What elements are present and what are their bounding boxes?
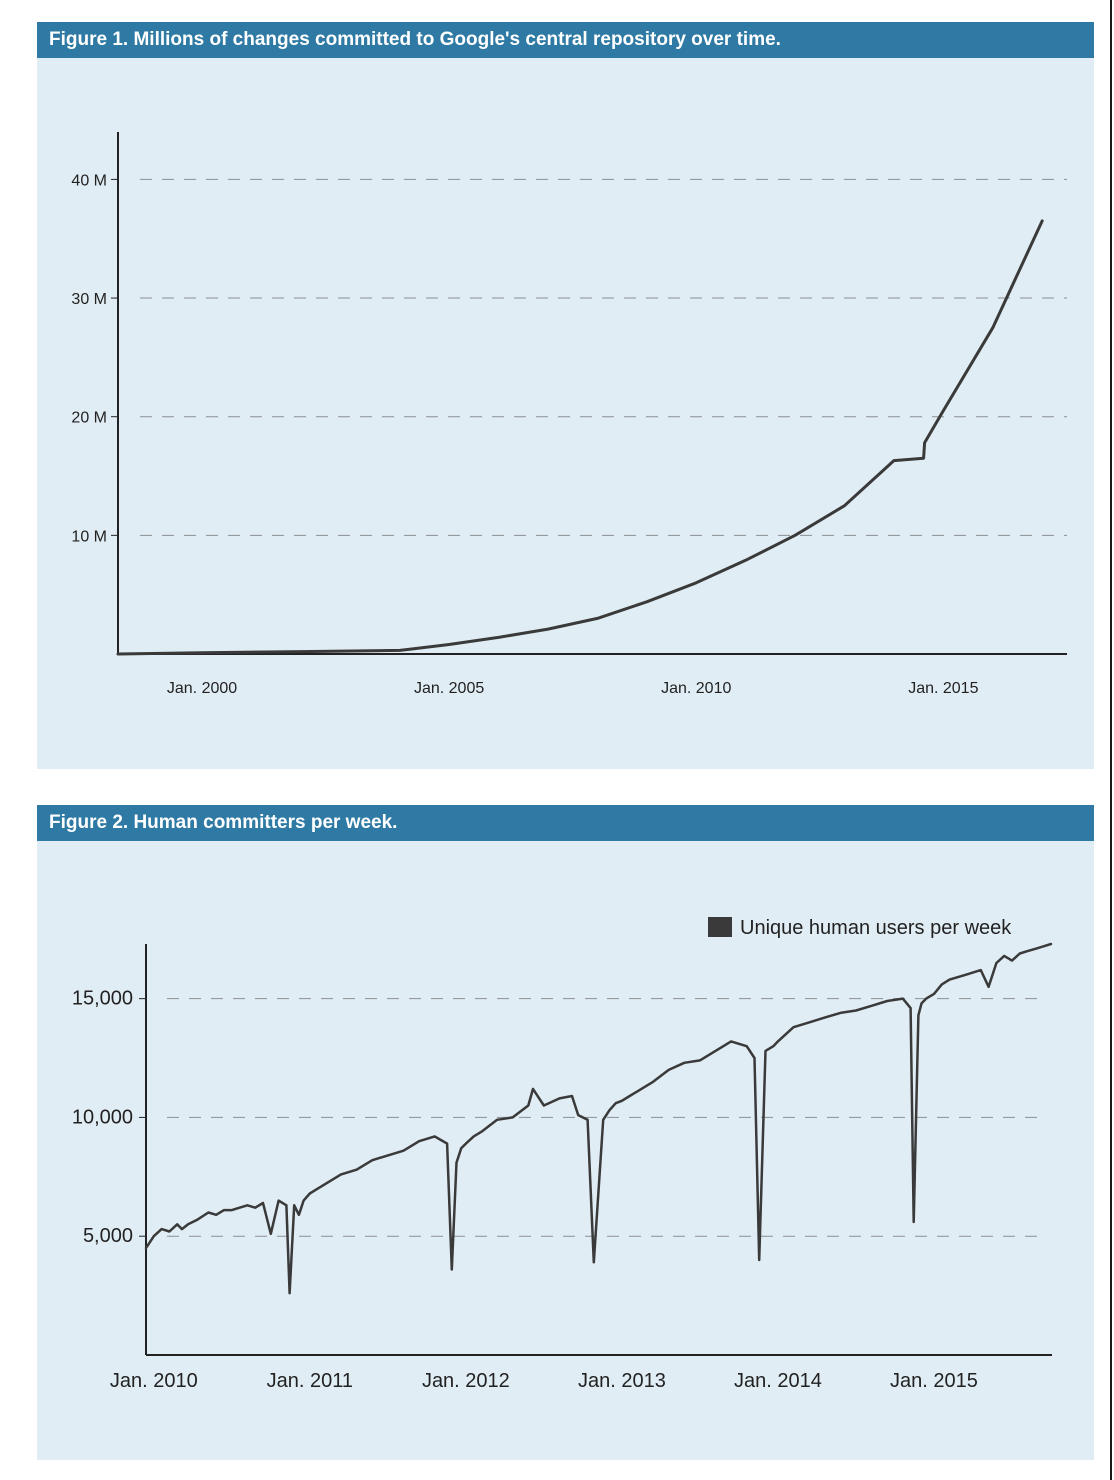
- x-tick-label: Jan. 2014: [734, 1370, 822, 1392]
- figure-2-title: Figure 2. Human committers per week.: [37, 805, 1094, 841]
- figure-2-panel: Figure 2. Human committers per week. 5,0…: [37, 805, 1094, 1460]
- series-line: [144, 942, 1053, 1295]
- y-tick-label: 10 M: [71, 528, 107, 545]
- x-tick-label: Jan. 2015: [890, 1370, 978, 1392]
- x-tick-label: Jan. 2005: [414, 680, 484, 697]
- page-edge-rule: [1110, 0, 1112, 1480]
- x-tick-label: Jan. 2015: [908, 680, 978, 697]
- x-tick-label: Jan. 2010: [110, 1370, 198, 1392]
- x-tick-label: Jan. 2013: [578, 1370, 666, 1392]
- figure-1-chart: 10 M 20 M 30 M 40 M Jan. 2000 Jan. 2005 Jan. 2…: [71, 132, 1067, 697]
- y-tick-label: 10,000: [72, 1106, 133, 1128]
- y-tick-label: 40 M: [71, 172, 107, 189]
- figure-1-title: Figure 1. Millions of changes committed …: [37, 22, 1094, 58]
- legend-swatch: [708, 917, 732, 937]
- figure-1-panel: Figure 1. Millions of changes committed …: [37, 22, 1094, 769]
- x-tick-label: Jan. 2010: [661, 680, 731, 697]
- y-tick-label: 20 M: [71, 410, 107, 427]
- legend-label: Unique human users per week: [740, 917, 1012, 939]
- x-tick-label: Jan. 2000: [167, 680, 237, 697]
- series-line: [116, 219, 1044, 656]
- y-tick-label: 15,000: [72, 988, 133, 1010]
- x-tick-label: Jan. 2011: [267, 1370, 353, 1392]
- y-tick-label: 5,000: [83, 1225, 133, 1247]
- y-tick-label: 30 M: [71, 291, 107, 308]
- x-tick-label: Jan. 2012: [422, 1370, 510, 1392]
- figure-2-chart: 5,000 10,000 15,000 Jan. 2010 Jan. 2011 Jan. …: [72, 917, 1053, 1392]
